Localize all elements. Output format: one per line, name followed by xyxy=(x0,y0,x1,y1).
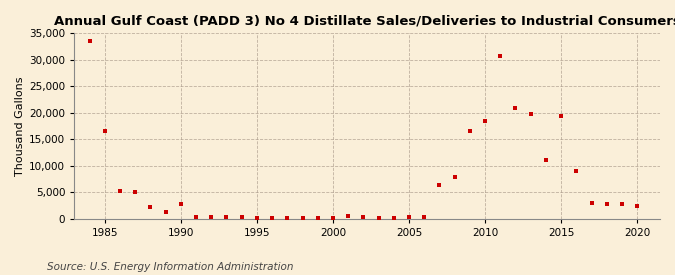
Point xyxy=(282,216,293,220)
Point xyxy=(221,215,232,219)
Point xyxy=(525,112,536,116)
Point xyxy=(571,169,582,174)
Y-axis label: Thousand Gallons: Thousand Gallons xyxy=(15,76,25,176)
Point xyxy=(556,114,566,118)
Point xyxy=(115,189,126,194)
Point xyxy=(480,119,491,123)
Point xyxy=(418,215,429,219)
Point xyxy=(632,204,643,208)
Point xyxy=(206,215,217,219)
Point xyxy=(176,202,186,206)
Point xyxy=(586,201,597,205)
Point xyxy=(358,215,369,219)
Point xyxy=(313,216,323,220)
Point xyxy=(495,54,506,58)
Point xyxy=(510,105,521,110)
Point xyxy=(434,183,445,187)
Point xyxy=(145,205,156,210)
Point xyxy=(373,216,384,221)
Point xyxy=(601,201,612,206)
Point xyxy=(130,190,140,194)
Point xyxy=(160,210,171,214)
Point xyxy=(343,214,354,218)
Point xyxy=(541,158,551,162)
Point xyxy=(252,216,263,220)
Point xyxy=(297,216,308,220)
Point xyxy=(84,39,95,43)
Point xyxy=(404,215,414,219)
Point xyxy=(236,215,247,219)
Point xyxy=(327,216,338,220)
Point xyxy=(190,215,201,219)
Point xyxy=(450,174,460,179)
Point xyxy=(267,216,277,220)
Point xyxy=(388,216,399,221)
Text: Source: U.S. Energy Information Administration: Source: U.S. Energy Information Administ… xyxy=(47,262,294,272)
Point xyxy=(99,129,110,134)
Title: Annual Gulf Coast (PADD 3) No 4 Distillate Sales/Deliveries to Industrial Consum: Annual Gulf Coast (PADD 3) No 4 Distilla… xyxy=(54,15,675,28)
Point xyxy=(464,129,475,134)
Point xyxy=(616,202,627,206)
